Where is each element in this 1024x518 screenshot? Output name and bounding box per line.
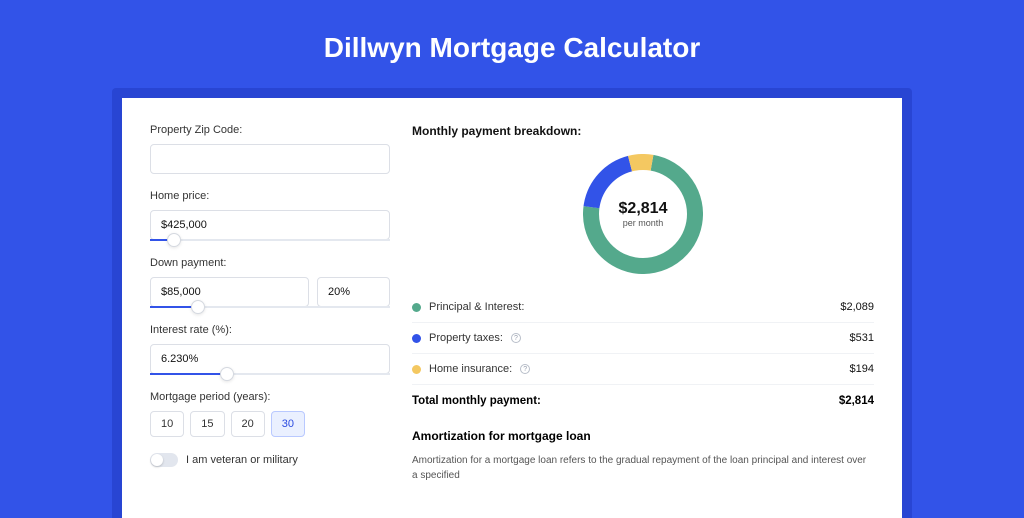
interest-rate-block: Interest rate (%): (150, 324, 390, 375)
veteran-toggle[interactable] (150, 453, 178, 467)
legend-value: $2,089 (840, 301, 874, 313)
down-payment-block: Down payment: (150, 257, 390, 308)
period-button-10[interactable]: 10 (150, 411, 184, 437)
donut-chart: $2,814 per month (583, 154, 703, 274)
home-price-label: Home price: (150, 190, 390, 202)
inputs-column: Property Zip Code: Home price: Down paym… (150, 124, 390, 492)
info-icon[interactable]: ? (520, 364, 530, 374)
donut-center-sub: per month (619, 218, 668, 228)
veteran-label: I am veteran or military (186, 454, 298, 466)
legend-dot (412, 334, 421, 343)
slider-thumb[interactable] (191, 300, 205, 314)
period-button-15[interactable]: 15 (190, 411, 224, 437)
home-price-block: Home price: (150, 190, 390, 241)
total-value: $2,814 (839, 395, 874, 407)
legend-value: $531 (850, 332, 874, 344)
breakdown-title: Monthly payment breakdown: (412, 124, 874, 138)
interest-rate-slider[interactable] (150, 373, 390, 375)
total-label: Total monthly payment: (412, 395, 541, 407)
interest-rate-input[interactable] (150, 344, 390, 374)
legend-dot (412, 303, 421, 312)
legend-row: Home insurance:? $194 (412, 354, 874, 385)
legend-row: Property taxes:? $531 (412, 323, 874, 354)
legend-dot (412, 365, 421, 374)
home-price-slider[interactable] (150, 239, 390, 241)
zip-input[interactable] (150, 144, 390, 174)
info-icon[interactable]: ? (511, 333, 521, 343)
down-payment-percent-input[interactable] (317, 277, 390, 307)
down-payment-label: Down payment: (150, 257, 390, 269)
home-price-input[interactable] (150, 210, 390, 240)
legend-row: Principal & Interest: $2,089 (412, 292, 874, 323)
amortization-title: Amortization for mortgage loan (412, 429, 874, 443)
donut-center-value: $2,814 (619, 200, 668, 218)
mortgage-period-label: Mortgage period (years): (150, 391, 390, 403)
down-payment-amount-input[interactable] (150, 277, 309, 307)
legend-label: Home insurance: (429, 363, 512, 375)
total-row: Total monthly payment: $2,814 (412, 385, 874, 423)
period-button-20[interactable]: 20 (231, 411, 265, 437)
zip-field-block: Property Zip Code: (150, 124, 390, 174)
legend-value: $194 (850, 363, 874, 375)
zip-label: Property Zip Code: (150, 124, 390, 136)
legend-label: Property taxes: (429, 332, 503, 344)
interest-rate-label: Interest rate (%): (150, 324, 390, 336)
veteran-toggle-row: I am veteran or military (150, 453, 390, 467)
period-button-30[interactable]: 30 (271, 411, 305, 437)
legend-label: Principal & Interest: (429, 301, 524, 313)
slider-thumb[interactable] (167, 233, 181, 247)
calculator-card: Property Zip Code: Home price: Down paym… (122, 98, 902, 518)
breakdown-column: Monthly payment breakdown: $2,814 per mo… (412, 124, 874, 492)
page-title: Dillwyn Mortgage Calculator (0, 0, 1024, 88)
mortgage-period-block: Mortgage period (years): 1015 2030 (150, 391, 390, 437)
calculator-shell: Property Zip Code: Home price: Down paym… (112, 88, 912, 518)
amortization-text: Amortization for a mortgage loan refers … (412, 453, 874, 483)
down-payment-slider[interactable] (150, 306, 390, 308)
slider-thumb[interactable] (220, 367, 234, 381)
